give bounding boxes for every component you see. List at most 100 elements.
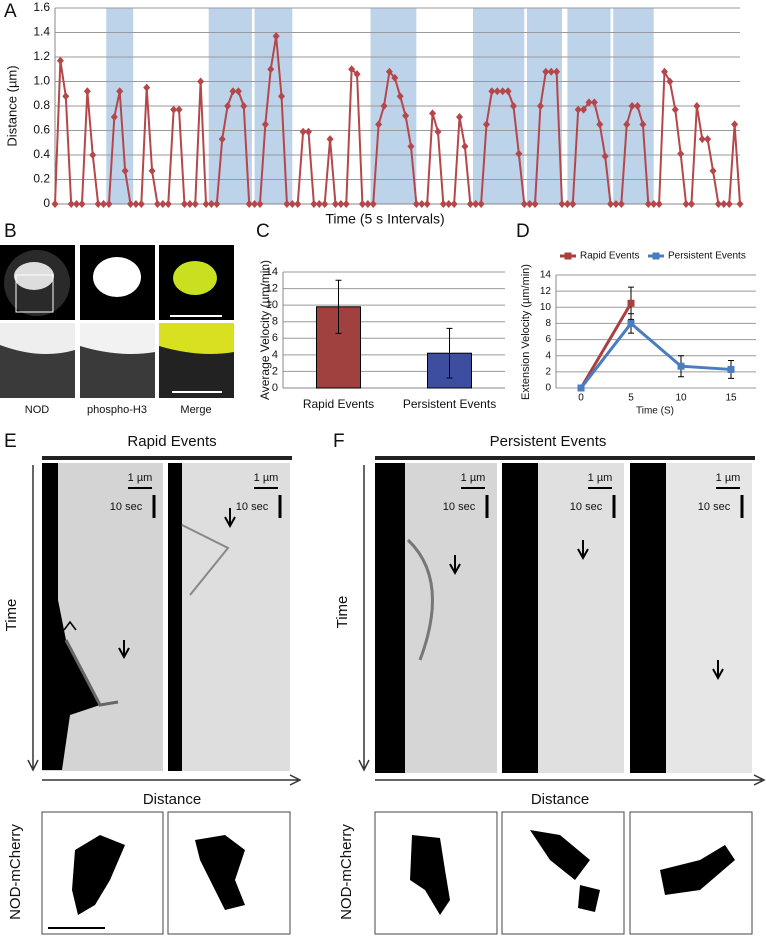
y-tick-label: 8 bbox=[545, 318, 551, 329]
data-point bbox=[687, 200, 695, 208]
data-point bbox=[731, 120, 739, 129]
data-point bbox=[418, 200, 426, 208]
arrow bbox=[118, 640, 130, 660]
y-tick-label: 1.2 bbox=[33, 49, 50, 63]
data-point bbox=[391, 73, 399, 82]
data-point bbox=[62, 92, 70, 101]
micrograph-grid bbox=[0, 245, 234, 398]
data-point bbox=[191, 200, 199, 208]
data-point bbox=[445, 200, 453, 208]
arrow bbox=[224, 508, 236, 529]
data-point bbox=[402, 111, 410, 120]
data-point bbox=[385, 67, 393, 76]
data-point bbox=[288, 200, 296, 208]
data-point bbox=[628, 102, 636, 110]
data-point bbox=[488, 87, 496, 96]
data-point bbox=[634, 102, 642, 110]
cell-images bbox=[41, 811, 291, 935]
data-point bbox=[526, 200, 534, 208]
data-point bbox=[720, 200, 728, 208]
data-point bbox=[375, 120, 383, 129]
protrusion bbox=[181, 524, 230, 596]
data-point bbox=[326, 135, 334, 144]
data-point bbox=[315, 200, 323, 208]
chromosome-edge bbox=[375, 463, 405, 773]
x-tick-label: 10 bbox=[675, 393, 687, 404]
data-point bbox=[547, 67, 555, 76]
error-bar bbox=[446, 327, 453, 379]
data-point bbox=[186, 200, 194, 208]
chromosome-edge bbox=[42, 463, 100, 770]
chromosomes bbox=[530, 830, 600, 912]
data-point bbox=[121, 166, 129, 175]
y-tick-label: 2 bbox=[545, 366, 551, 377]
y-tick-label: 12 bbox=[540, 286, 552, 297]
data-point bbox=[617, 200, 625, 208]
data-point bbox=[229, 87, 237, 96]
data-point bbox=[423, 200, 431, 208]
data-point bbox=[574, 105, 582, 114]
kymographs bbox=[42, 463, 290, 771]
title-bar bbox=[42, 456, 292, 460]
data-point bbox=[650, 200, 658, 208]
arrow bbox=[449, 555, 461, 576]
data-point bbox=[105, 200, 113, 208]
arrow bbox=[712, 660, 724, 681]
data-point bbox=[245, 200, 253, 208]
x-tick-label: 0 bbox=[578, 393, 584, 404]
arrow bbox=[577, 540, 589, 561]
y-tick-label: 4 bbox=[545, 350, 551, 361]
legend-label: Persistent Events bbox=[668, 251, 746, 262]
data-point bbox=[337, 200, 345, 208]
data-point bbox=[601, 152, 609, 161]
legend-marker bbox=[652, 252, 660, 260]
axis-label: Time bbox=[3, 599, 20, 632]
data-point bbox=[94, 200, 102, 208]
x-tick-label: Persistent Events bbox=[403, 397, 496, 411]
chromatin bbox=[173, 261, 217, 295]
data-point bbox=[429, 109, 437, 118]
title-bar bbox=[375, 456, 755, 460]
data-point bbox=[677, 149, 685, 158]
data-point bbox=[677, 362, 685, 370]
data-point bbox=[148, 166, 156, 175]
axis-arrow bbox=[358, 465, 370, 772]
data-point bbox=[224, 102, 232, 110]
micrograph bbox=[501, 811, 625, 935]
scale-label: 1 µm bbox=[588, 472, 613, 484]
y-axis-label: Distance (µm) bbox=[4, 65, 19, 146]
data-point bbox=[73, 200, 81, 208]
chromosome-edge bbox=[168, 463, 182, 771]
y-tick-label: 14 bbox=[266, 266, 278, 278]
data-point bbox=[596, 120, 604, 129]
data-point bbox=[396, 92, 404, 101]
data-point bbox=[342, 200, 350, 208]
data-point bbox=[623, 120, 631, 129]
data-point bbox=[542, 67, 550, 76]
chromatin bbox=[80, 323, 155, 354]
data-line bbox=[579, 321, 732, 389]
chromosomes bbox=[660, 845, 735, 895]
data-point bbox=[439, 200, 447, 208]
y-axis-label: Average Velocity (µm/min) bbox=[258, 260, 272, 400]
data-point bbox=[482, 120, 490, 129]
panel-title: Persistent Events bbox=[490, 433, 607, 450]
data-point bbox=[520, 200, 528, 208]
data-point bbox=[553, 67, 561, 76]
chromosome-edge bbox=[502, 463, 538, 773]
data-point bbox=[466, 200, 474, 208]
y-tick-label: 1.4 bbox=[33, 25, 50, 39]
data-point bbox=[321, 200, 329, 208]
panel-letter: F bbox=[333, 431, 345, 452]
data-point bbox=[305, 127, 313, 136]
data-point bbox=[364, 200, 372, 208]
data-point bbox=[137, 200, 145, 208]
data-point bbox=[627, 319, 635, 327]
panel-letter: D bbox=[516, 221, 530, 242]
data-point bbox=[736, 200, 744, 208]
data-point bbox=[294, 200, 302, 208]
data-point bbox=[714, 200, 722, 208]
x-tick-label: 15 bbox=[725, 393, 737, 404]
protrusion bbox=[406, 538, 434, 661]
data-point bbox=[380, 102, 388, 110]
